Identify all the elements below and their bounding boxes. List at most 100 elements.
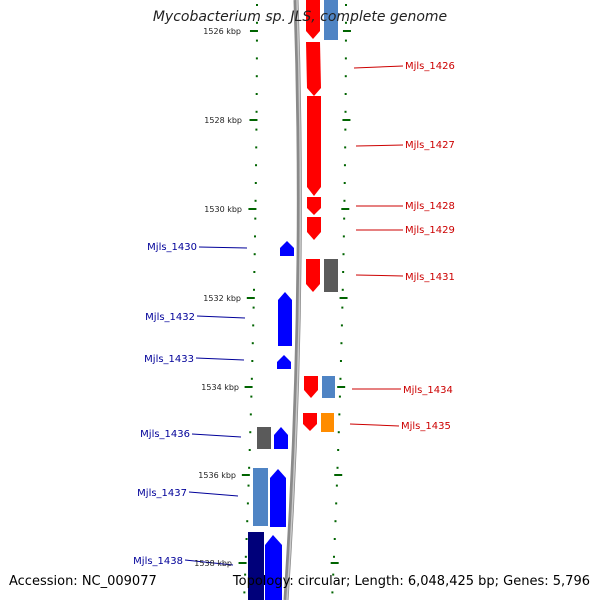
gene-feature-other: [253, 468, 268, 526]
genome-backbone: [283, 0, 302, 600]
tick-mark: [343, 182, 346, 184]
tick-mark: [344, 128, 347, 131]
tick-mark: [343, 217, 346, 220]
kbp-ticks: [238, 30, 351, 564]
tick-mark: [238, 562, 247, 564]
tick-mark: [253, 235, 256, 238]
gene-feature-reverse: [274, 427, 288, 449]
gene-feature-reverse: [277, 355, 291, 369]
gene-label: Mjls_1435: [401, 421, 451, 432]
tick-mark: [332, 555, 335, 558]
gene-feature-other: [322, 376, 335, 398]
tick-mark: [330, 562, 339, 564]
gene-feature-other: [248, 532, 264, 600]
tick-mark: [255, 21, 258, 24]
tick-mark: [255, 39, 258, 42]
tick-mark: [241, 474, 250, 476]
tick-mark: [245, 538, 248, 540]
tick-mark: [333, 538, 336, 540]
tick-mark: [344, 93, 347, 95]
tick-mark: [342, 119, 351, 121]
tick-mark: [338, 395, 341, 398]
page-title: Mycobacterium sp. JLS, complete genome: [152, 9, 448, 25]
gene-label: Mjls_1427: [405, 140, 455, 151]
tick-mark: [251, 342, 254, 345]
tick-mark: [344, 110, 347, 113]
tick-mark: [342, 253, 345, 256]
forward-strand-genes: [303, 0, 338, 432]
tick-label: 1536 kbp: [198, 471, 236, 480]
tick-mark: [342, 271, 345, 273]
tick-mark: [344, 75, 347, 78]
gene-feature-reverse: [278, 292, 292, 346]
tick-mark: [254, 182, 257, 184]
tick-mark: [244, 555, 247, 558]
tick-mark: [255, 110, 258, 113]
accession-text: Accession: NC_009077: [9, 574, 157, 589]
tick-label: 1532 kbp: [203, 294, 241, 303]
tick-mark: [248, 208, 257, 210]
tick-mark: [248, 466, 251, 469]
tick-mark: [255, 164, 258, 167]
tick-mark: [254, 217, 257, 220]
gene-feature-other: [324, 259, 338, 292]
tick-mark: [243, 591, 246, 594]
tick-mark: [246, 297, 255, 299]
gene-feature-forward: [307, 197, 321, 215]
tick-mark: [344, 21, 347, 24]
tick-mark: [253, 271, 256, 273]
gene-label: Mjls_1436: [140, 429, 190, 440]
tick-mark: [340, 342, 343, 345]
tick-mark: [253, 253, 256, 256]
gene-label: Mjls_1433: [144, 354, 194, 365]
gene-label: Mjls_1434: [403, 385, 453, 396]
gene-feature-other: [324, 0, 338, 40]
gene-feature-reverse: [265, 535, 282, 600]
topology-text: Topology: circular; Length: 6,048,425 bp…: [232, 574, 590, 589]
tick-mark: [334, 520, 337, 523]
tick-mark: [335, 502, 338, 505]
tick-mark: [342, 235, 345, 238]
tick-mark: [337, 431, 340, 434]
tick-mark: [341, 288, 344, 291]
tick-mark: [337, 449, 340, 451]
tick-label: 1528 kbp: [204, 116, 242, 125]
tick-mark: [341, 306, 344, 309]
tick-mark: [249, 30, 258, 32]
tick-label: 1530 kbp: [204, 205, 242, 214]
tick-mark: [344, 57, 347, 60]
tick-mark: [255, 75, 258, 78]
inner-dot-ring: [243, 4, 258, 594]
tick-mark: [249, 413, 252, 416]
gene-feature-reverse: [280, 241, 294, 256]
tick-mark: [251, 360, 254, 362]
gene-label: Mjls_1438: [133, 556, 183, 567]
tick-mark: [337, 386, 346, 388]
tick-mark: [252, 288, 255, 291]
tick-mark: [340, 324, 343, 327]
gene-feature-forward: [306, 259, 320, 292]
tick-mark: [255, 57, 258, 60]
tick-mark: [254, 199, 257, 202]
tick-mark: [255, 4, 258, 6]
tick-mark: [335, 484, 338, 487]
label-leaders: [184, 65, 404, 566]
gene-feature-other: [257, 427, 271, 449]
tick-mark: [250, 395, 253, 398]
tick-mark: [252, 306, 255, 309]
tick-mark: [248, 449, 251, 451]
tick-mark: [338, 413, 341, 416]
tick-mark: [343, 199, 346, 202]
tick-mark: [252, 324, 255, 327]
tick-mark: [255, 146, 258, 149]
tick-mark: [255, 128, 258, 131]
tick-mark: [344, 4, 347, 6]
tick-mark: [342, 30, 351, 32]
tick-mark: [334, 474, 343, 476]
tick-label: 1538 kbp: [194, 559, 232, 568]
tick-mark: [341, 208, 350, 210]
tick-label: 1526 kbp: [203, 27, 241, 36]
gene-feature-forward: [306, 42, 321, 96]
tick-mark: [339, 297, 348, 299]
